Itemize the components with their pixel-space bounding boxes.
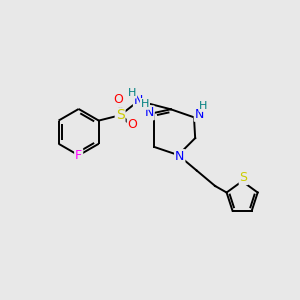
Text: S: S bbox=[240, 171, 248, 184]
Text: S: S bbox=[116, 108, 124, 122]
Text: H: H bbox=[141, 99, 149, 109]
Text: H: H bbox=[128, 88, 136, 98]
Text: N: N bbox=[195, 108, 204, 121]
Text: N: N bbox=[144, 106, 154, 119]
Text: H: H bbox=[199, 101, 208, 111]
Text: O: O bbox=[128, 118, 138, 130]
Text: F: F bbox=[75, 149, 82, 162]
Text: N: N bbox=[134, 94, 143, 107]
Text: N: N bbox=[175, 150, 184, 163]
Text: O: O bbox=[114, 93, 124, 106]
